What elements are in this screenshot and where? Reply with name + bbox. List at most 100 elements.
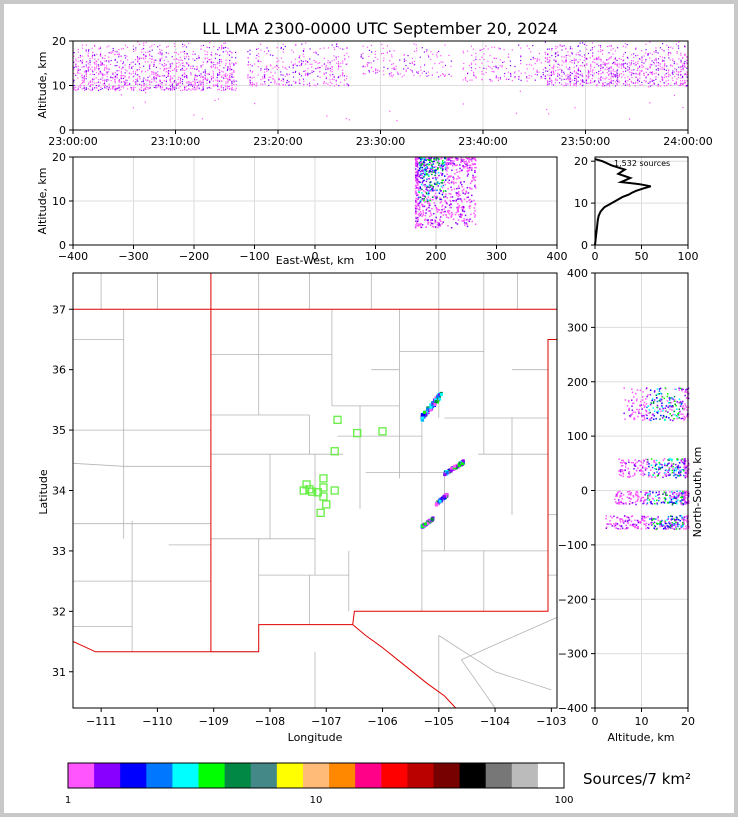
ns-source-mark	[684, 458, 686, 460]
time-source-mark	[546, 58, 549, 61]
time-source-mark	[168, 89, 170, 91]
ns-source-mark	[674, 501, 677, 503]
time-source-mark	[218, 88, 220, 90]
ns-source-mark	[622, 472, 624, 474]
time-source-mark	[581, 55, 583, 58]
ns-source-mark	[679, 387, 682, 390]
ns-source-mark	[617, 527, 619, 530]
time-source-mark	[112, 77, 114, 79]
ew-source-mark	[432, 163, 435, 165]
time-source-mark	[329, 85, 331, 87]
time-source-mark	[227, 80, 229, 82]
time-source-mark	[171, 77, 174, 79]
ew-source-mark	[470, 180, 473, 183]
time-source-mark	[686, 73, 688, 75]
ew-source-mark	[450, 163, 453, 165]
time-source-mark	[251, 81, 253, 84]
ew-source-mark	[455, 181, 457, 184]
time-source-mark	[132, 72, 134, 74]
ew-source-mark	[420, 173, 423, 175]
time-source-mark	[83, 87, 85, 90]
ns-source-mark	[684, 464, 686, 467]
time-source-mark	[600, 78, 602, 80]
time-source-mark	[590, 74, 592, 76]
time-source-mark	[630, 80, 632, 82]
time-source-mark	[94, 63, 96, 65]
time-source-mark	[153, 59, 155, 61]
time-source-mark	[317, 67, 319, 70]
ns-source-mark	[679, 466, 682, 469]
time-source-mark	[118, 54, 120, 56]
ns-source-mark	[675, 500, 678, 503]
time-source-mark	[586, 44, 588, 47]
time-source-mark	[444, 74, 446, 76]
time-source-mark	[309, 84, 311, 86]
ew-source-mark	[452, 178, 455, 181]
time-source-mark	[680, 73, 682, 75]
time-source-mark	[645, 58, 647, 61]
ew-x-tick-label: −100	[239, 250, 269, 263]
time-source-mark	[684, 81, 686, 83]
time-source-mark	[513, 72, 516, 74]
time-source-mark	[104, 74, 106, 76]
ns-source-mark	[683, 469, 686, 471]
ns-source-mark	[681, 468, 684, 471]
time-source-mark	[221, 70, 223, 72]
ew-source-mark	[470, 194, 473, 197]
ew-source-mark	[474, 223, 477, 226]
time-source-mark	[583, 81, 585, 83]
time-source-mark	[498, 47, 500, 49]
time-source-mark	[85, 88, 88, 90]
time-source-mark	[342, 62, 344, 64]
time-source-mark	[114, 85, 116, 87]
ns-source-mark	[682, 404, 685, 407]
ns-source-mark	[649, 469, 652, 471]
ew-source-mark	[418, 202, 420, 205]
map-x-tick-label: −105	[424, 715, 454, 728]
time-source-mark	[213, 64, 215, 66]
time-source-mark	[317, 66, 319, 69]
ew-source-mark	[461, 160, 464, 162]
ns-source-mark	[682, 503, 685, 505]
ns-source-mark	[659, 523, 661, 526]
time-source-mark	[554, 53, 557, 55]
time-source-mark	[675, 82, 678, 84]
time-source-mark	[518, 44, 520, 46]
time-source-mark	[138, 43, 141, 46]
time-source-mark	[667, 79, 670, 81]
time-source-mark	[193, 86, 196, 88]
ew-source-mark	[465, 222, 468, 224]
time-source-mark	[143, 88, 145, 90]
time-source-mark	[598, 56, 600, 58]
time-source-mark	[104, 54, 106, 57]
ew-source-mark	[449, 199, 452, 202]
time-source-mark	[184, 88, 186, 90]
ew-source-mark	[436, 195, 438, 198]
time-source-mark	[659, 55, 661, 58]
ew-source-mark	[468, 169, 470, 172]
time-source-mark	[514, 71, 516, 73]
ns-source-mark	[655, 491, 658, 494]
time-source-mark	[129, 83, 131, 85]
time-source-mark	[288, 73, 291, 75]
time-source-mark	[169, 78, 171, 80]
time-source-mark	[214, 64, 217, 66]
ew-source-mark	[419, 206, 421, 208]
time-source-mark	[514, 76, 516, 78]
time-source-mark	[317, 83, 319, 85]
ns-source-mark	[656, 471, 658, 473]
ns-source-mark	[666, 464, 668, 467]
time-source-mark	[424, 64, 426, 66]
ns-source-mark	[660, 393, 663, 395]
time-source-mark	[499, 48, 501, 50]
ns-source-mark	[620, 495, 623, 497]
time-source-mark	[491, 70, 493, 73]
time-source-mark	[302, 60, 304, 63]
time-source-mark	[122, 61, 125, 63]
ns-source-mark	[618, 501, 620, 503]
time-source-mark	[577, 69, 579, 71]
time-source-mark	[323, 63, 326, 65]
ew-source-mark	[414, 168, 417, 170]
time-source-mark	[165, 83, 167, 85]
time-source-mark	[575, 81, 578, 83]
